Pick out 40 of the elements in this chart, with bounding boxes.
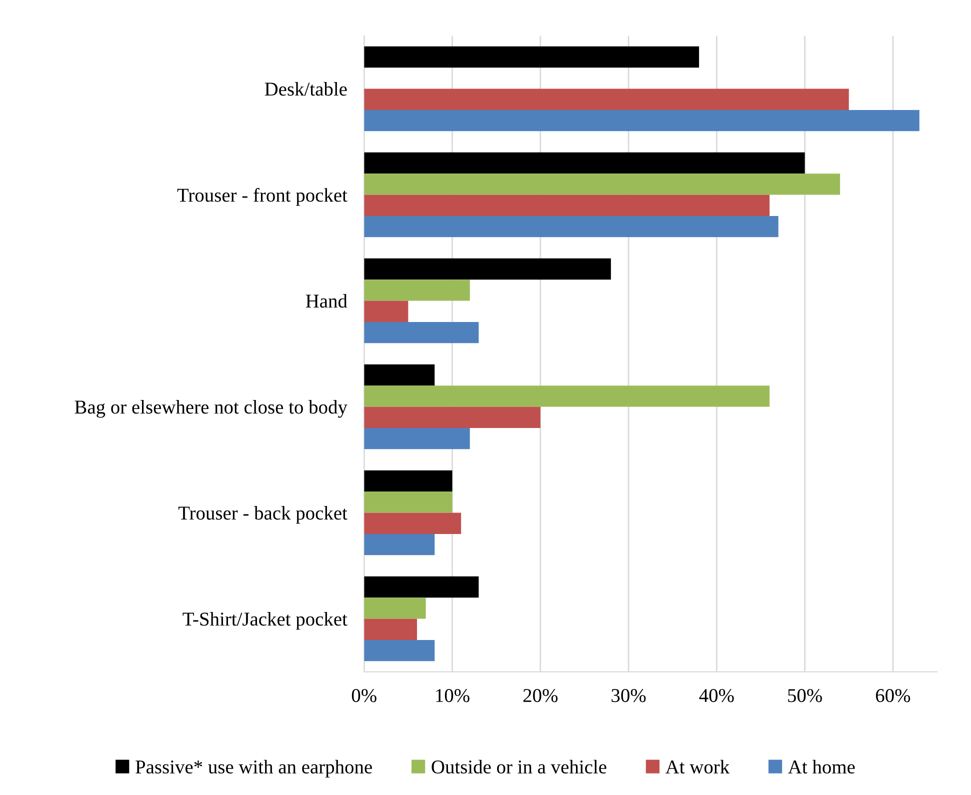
x-tick-label: 60% [876,689,910,702]
legend-label: At home [788,760,855,774]
bar [364,194,770,216]
y-tick-label: Trouser - front pocket [177,188,348,206]
bar [364,428,470,450]
bar [364,598,426,619]
bar [364,512,462,534]
legend-label: Passive* use with an earphone [136,760,372,778]
bar [364,640,435,662]
bar [364,88,849,110]
bar [364,322,479,344]
bar [364,364,435,386]
bar [364,492,452,513]
x-tick-label: 30% [612,689,646,702]
x-tick-label: 10% [436,689,470,702]
y-tick-label: Bag or elsewhere not close to body [74,400,348,418]
x-tick-label: 40% [699,689,734,702]
bar [364,280,470,301]
bar [364,300,408,322]
legend-label: At work [666,760,730,774]
bar [364,174,840,195]
bar [364,216,778,238]
y-tick-label: Trouser - back pocket [178,506,348,524]
bar [364,110,920,132]
bar [364,152,805,174]
y-tick-label: Hand [306,294,348,308]
bar [364,618,418,640]
bar [364,46,700,68]
x-tick-label: 0% [352,689,376,702]
bar [364,406,540,428]
bar [364,386,770,407]
x-tick-label: 20% [523,689,558,702]
bar [364,534,435,556]
bar [364,470,452,492]
bar [364,258,611,280]
y-tick-label: Desk/table [264,82,347,96]
y-tick-label: T-Shirt/Jacket pocket [182,612,348,630]
bar [364,576,479,598]
legend-label: Outside or in a vehicle [432,760,606,774]
x-tick-label: 50% [788,689,822,702]
